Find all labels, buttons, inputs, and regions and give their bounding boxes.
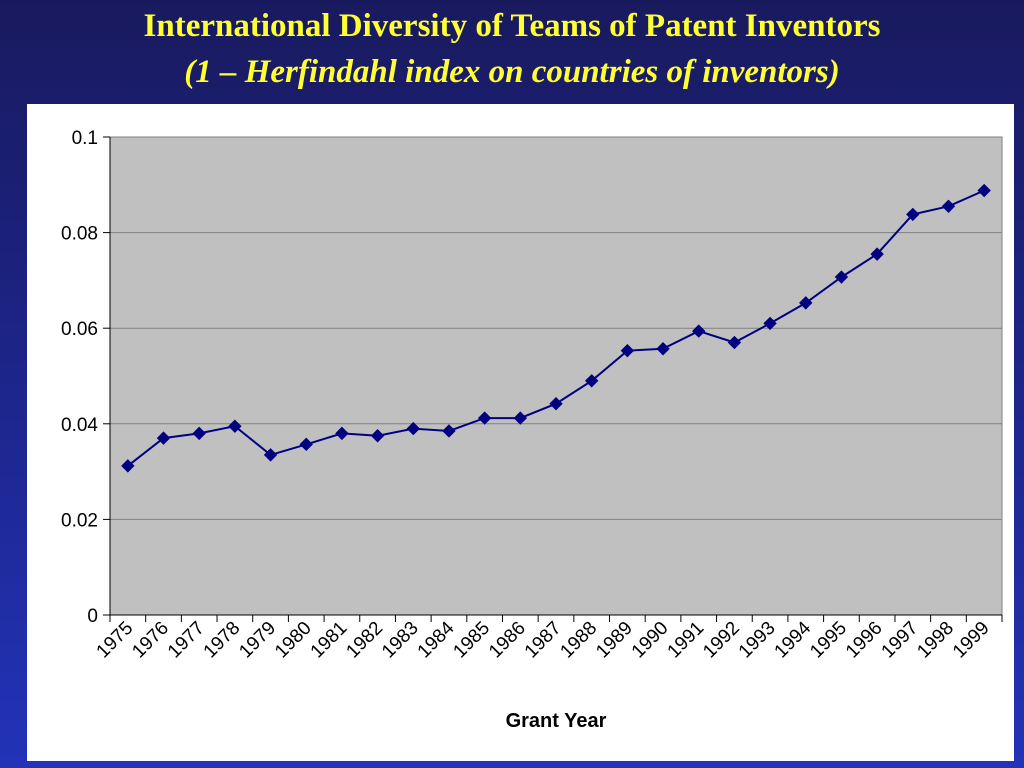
data-point: [763, 316, 777, 331]
line-chart: 0 0.02 0.04 0.06 0.08 0.1 19751976197719781979…: [61, 128, 1003, 732]
y-tick-label: 0.1: [72, 128, 98, 149]
x-tick-label: 1981: [307, 618, 352, 663]
chart-panel: 0 0.02 0.04 0.06 0.08 0.1 1975 1976 1977 1978 1979…: [27, 104, 1014, 761]
data-point: [370, 429, 385, 443]
data-point: [228, 419, 242, 433]
data-point: [335, 426, 349, 441]
y-tick-label: 0.04: [61, 415, 98, 436]
slide-title: International Diversity of Teams of Pate…: [143, 8, 881, 44]
x-tick-label: 1979: [235, 618, 280, 663]
y-tick-label: 0: [87, 606, 98, 627]
x-tick-label: 1995: [806, 618, 851, 663]
data-point: [263, 448, 278, 462]
data-point: [834, 270, 849, 284]
x-tick-label: 1986: [485, 618, 530, 663]
data-point: [656, 342, 670, 356]
y-tick-label: 0.08: [61, 224, 98, 245]
data-point: [692, 324, 706, 338]
data-point: [477, 411, 492, 425]
plot-area: [109, 136, 1003, 616]
x-tick-label: 1999: [949, 618, 994, 663]
x-tick-label: 1976: [128, 618, 173, 663]
data-point: [513, 411, 528, 425]
x-tick-label: 1993: [735, 618, 780, 663]
x-tick-label: 1975: [93, 618, 138, 663]
data-point: [406, 421, 420, 436]
data-point: [941, 199, 956, 214]
slide-subtitle: (1 – Herfindahl index on countries of in…: [184, 54, 840, 90]
data-point: [549, 397, 563, 411]
x-tick-label: 1982: [342, 618, 387, 663]
data-point: [442, 424, 456, 438]
data-point: [906, 207, 920, 222]
x-tick-label: 1977: [164, 618, 209, 663]
x-tick-label: 1992: [699, 618, 744, 663]
data-point: [620, 343, 635, 358]
x-tick-label: 1989: [592, 618, 637, 663]
data-point: [870, 247, 884, 261]
x-tick-label: 1998: [913, 618, 958, 663]
x-tick-label: 1980: [271, 618, 316, 663]
x-tick-label: 1983: [378, 618, 423, 663]
x-tick-label: 1996: [842, 618, 887, 663]
x-tick-label: 1997: [878, 618, 923, 663]
x-tick-label: 1991: [664, 618, 709, 663]
y-tick-label: 0.02: [61, 510, 98, 531]
x-tick-label: 1987: [521, 618, 566, 663]
data-point: [121, 459, 135, 473]
data-point: [977, 183, 991, 198]
y-tick-label: 0.06: [61, 319, 98, 340]
x-tick-label: 1988: [556, 618, 601, 663]
x-axis-title: Grant Year: [506, 710, 607, 732]
data-point: [727, 335, 742, 350]
data-point: [299, 437, 313, 452]
data-point: [584, 374, 599, 388]
x-tick-label: 1985: [449, 618, 494, 663]
data-point: [192, 426, 206, 441]
data-point: [156, 431, 171, 445]
x-tick-label: 1978: [200, 618, 245, 663]
x-tick-label: 1994: [771, 617, 816, 662]
data-point: [799, 296, 813, 310]
x-tick-label: 1984: [414, 617, 459, 662]
x-tick-label: 1990: [628, 618, 673, 663]
